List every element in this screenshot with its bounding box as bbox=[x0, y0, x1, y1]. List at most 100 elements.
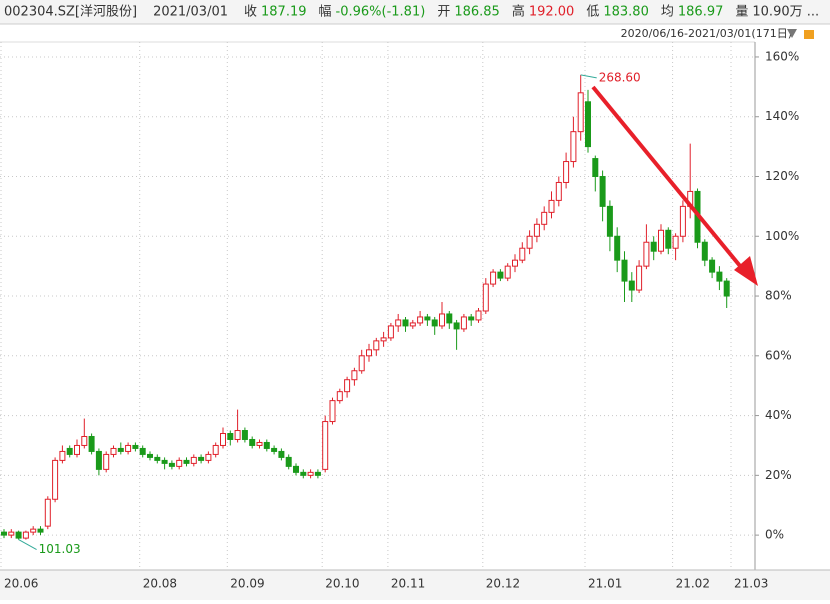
candle-body bbox=[366, 349, 372, 357]
candle-body bbox=[81, 435, 88, 446]
x-tick-label: 21.01 bbox=[588, 577, 622, 591]
candle-body bbox=[526, 235, 533, 249]
candle-body bbox=[658, 229, 664, 252]
candle-body bbox=[95, 450, 102, 470]
candle-body bbox=[125, 444, 132, 452]
header-value: -0.96%(-1.81) bbox=[336, 5, 426, 20]
header-label: 002304.SZ[洋河股份] bbox=[4, 5, 137, 20]
candle-body bbox=[628, 280, 635, 291]
candle-body bbox=[37, 528, 44, 533]
candle-body bbox=[453, 322, 460, 330]
x-tick-label: 20.06 bbox=[4, 577, 38, 591]
candle-body bbox=[643, 241, 650, 267]
header-label: 量 bbox=[735, 5, 748, 20]
candle-body bbox=[22, 531, 29, 539]
candle-body bbox=[263, 441, 270, 449]
candle-body bbox=[409, 322, 416, 327]
candle-body bbox=[431, 319, 438, 327]
candle-body bbox=[314, 471, 321, 476]
candle-body bbox=[351, 370, 358, 381]
candle-body bbox=[278, 450, 285, 458]
candle-body bbox=[241, 430, 248, 440]
candle-body bbox=[716, 271, 723, 282]
range-dropdown[interactable] bbox=[787, 29, 797, 38]
candle-body bbox=[468, 316, 475, 321]
candle-body bbox=[592, 158, 599, 177]
candle-body bbox=[417, 316, 424, 324]
candle-body bbox=[709, 259, 716, 273]
high-label: 268.60 bbox=[599, 70, 641, 84]
lock-icon[interactable] bbox=[804, 30, 814, 39]
candle-body bbox=[52, 459, 59, 500]
candle-body bbox=[555, 181, 562, 201]
candle-body bbox=[234, 430, 241, 440]
y-tick-label: 40% bbox=[765, 408, 792, 422]
header-value: 186.97 bbox=[678, 5, 724, 20]
candle-body bbox=[59, 450, 66, 461]
y-tick-label: 80% bbox=[765, 289, 792, 303]
candle-body bbox=[198, 456, 205, 461]
x-tick-label: 20.10 bbox=[325, 577, 359, 591]
candle-body bbox=[548, 199, 555, 213]
candle-body bbox=[701, 241, 708, 261]
candle-body bbox=[256, 441, 263, 446]
candle-body bbox=[15, 531, 22, 539]
candle-body bbox=[344, 379, 351, 393]
x-tick-label: 20.08 bbox=[143, 577, 177, 591]
candle-body bbox=[161, 459, 168, 464]
candle-body bbox=[599, 175, 606, 207]
candle-body bbox=[446, 313, 453, 324]
candle-body bbox=[424, 316, 431, 321]
candle-body bbox=[307, 471, 314, 476]
candle-body bbox=[577, 92, 584, 133]
candle-body bbox=[117, 447, 124, 452]
y-tick-label: 160% bbox=[765, 49, 799, 63]
candle-body bbox=[672, 235, 679, 249]
candle-body bbox=[205, 453, 212, 461]
candle-body bbox=[665, 229, 672, 249]
candle-body bbox=[322, 421, 329, 470]
high-pointer bbox=[580, 74, 597, 79]
header-label: 2021/03/01 bbox=[153, 5, 228, 20]
candle-body bbox=[533, 223, 540, 237]
low-label: 101.03 bbox=[39, 542, 81, 556]
header-value: 10.90万 ... bbox=[752, 5, 819, 20]
candle-body bbox=[563, 161, 570, 183]
candle-body bbox=[44, 498, 51, 527]
candle-body bbox=[176, 459, 183, 467]
candle-body bbox=[8, 531, 15, 536]
x-tick-label: 20.12 bbox=[486, 577, 520, 591]
y-tick-label: 0% bbox=[765, 528, 784, 542]
candle-body bbox=[679, 205, 686, 237]
candle-body bbox=[227, 433, 234, 440]
candle-body bbox=[154, 456, 161, 461]
candle-body bbox=[439, 313, 445, 327]
header-value: 187.19 bbox=[261, 5, 307, 20]
candle-body bbox=[585, 101, 591, 148]
candle-body bbox=[497, 271, 504, 279]
header-value: 183.80 bbox=[603, 5, 649, 20]
candle-body bbox=[723, 280, 730, 297]
candle-body bbox=[132, 444, 139, 449]
range-label[interactable]: 2020/06/16-2021/03/01(171日) bbox=[621, 27, 792, 40]
candle-body bbox=[636, 265, 643, 291]
candle-body bbox=[168, 462, 175, 467]
candle-body bbox=[183, 459, 190, 464]
candle-body bbox=[300, 471, 307, 476]
low-pointer bbox=[18, 539, 37, 551]
candle-body bbox=[395, 319, 402, 327]
y-tick-label: 100% bbox=[765, 229, 799, 243]
candle-body bbox=[220, 433, 226, 446]
candle-body bbox=[212, 444, 219, 455]
header-label: 开 bbox=[437, 5, 450, 20]
candle-body bbox=[293, 465, 299, 473]
header-label: 收 bbox=[244, 5, 257, 20]
candle-body bbox=[570, 131, 577, 163]
header-label: 低 bbox=[586, 5, 599, 20]
candle-body bbox=[103, 453, 110, 470]
candle-body bbox=[519, 247, 526, 261]
candle-body bbox=[512, 259, 518, 267]
candle-body bbox=[190, 456, 197, 464]
candle-body bbox=[139, 447, 146, 455]
